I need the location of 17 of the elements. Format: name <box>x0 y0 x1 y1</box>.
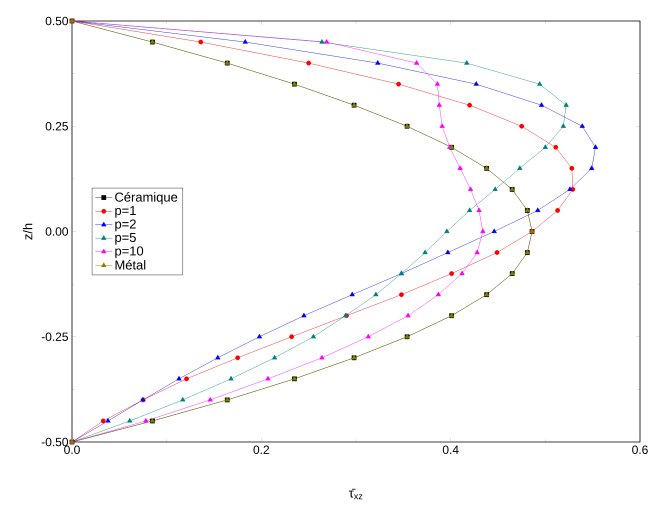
y-tick-label: 0.50 <box>46 16 68 26</box>
legend-label: Métal <box>116 260 146 270</box>
legend-label: p=5 <box>115 232 136 245</box>
y-tick-label: 0.00 <box>46 227 68 236</box>
x-tick-label: 0.2 <box>253 446 270 454</box>
legend-label: p=2 <box>115 219 136 232</box>
y-tick-label: 0.25 <box>46 122 68 130</box>
y-tick-label: -0.50 <box>42 438 68 446</box>
y-axis-title: z/h <box>22 224 32 240</box>
x-tick-label: 0.6 <box>632 446 648 454</box>
x-tick-label: 0.0 <box>64 446 80 454</box>
x-tick-label: 0.4 <box>442 446 459 454</box>
x-axis-title: τ̄$_{xz}$ <box>348 488 362 500</box>
legend-label: p=1 <box>115 206 136 218</box>
y-tick-label: -0.25 <box>42 332 68 341</box>
legend-label: Céramique <box>115 192 178 204</box>
legend-label: p=10 <box>115 246 144 258</box>
